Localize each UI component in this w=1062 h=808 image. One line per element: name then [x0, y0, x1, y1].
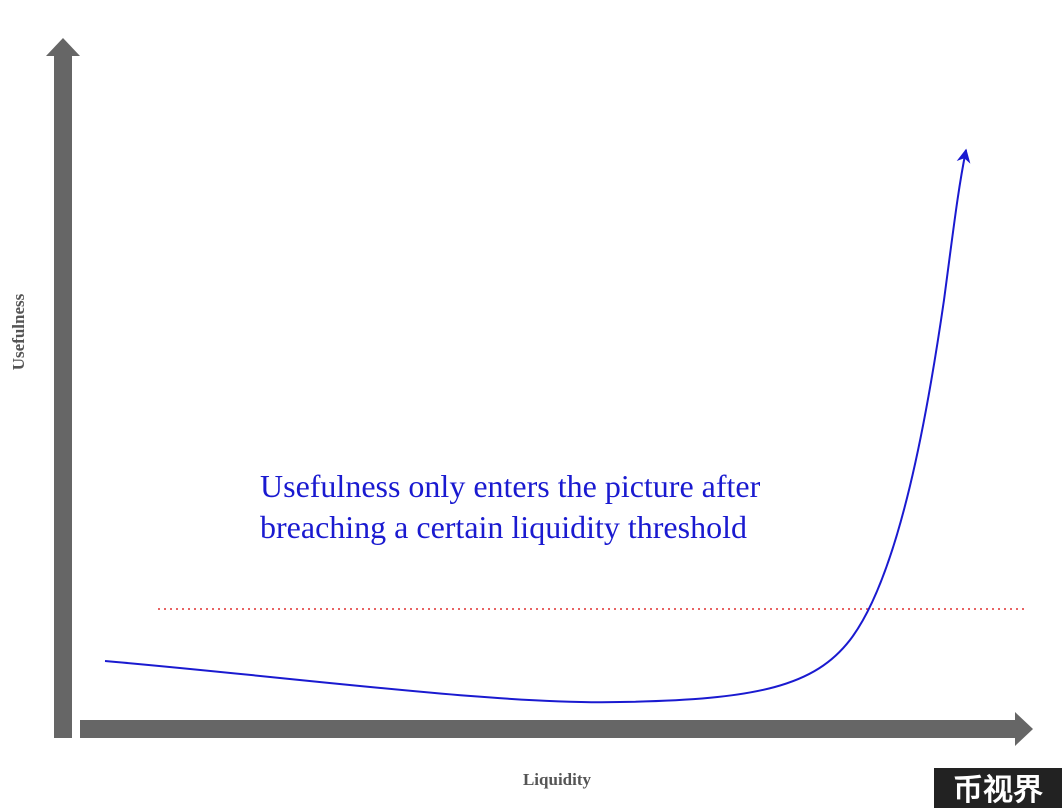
- usefulness-curve: [104, 148, 971, 704]
- watermark-text: 币视界: [953, 773, 1043, 808]
- watermark: 币视界: [934, 768, 1062, 808]
- y-axis-label: Usefulness: [9, 293, 28, 370]
- annotation-line: breaching a certain liquidity threshold: [260, 509, 747, 545]
- annotation-line: Usefulness only enters the picture after: [260, 468, 761, 504]
- x-axis-label: Liquidity: [523, 770, 592, 789]
- x-axis: [80, 712, 1033, 746]
- y-axis: [46, 38, 80, 738]
